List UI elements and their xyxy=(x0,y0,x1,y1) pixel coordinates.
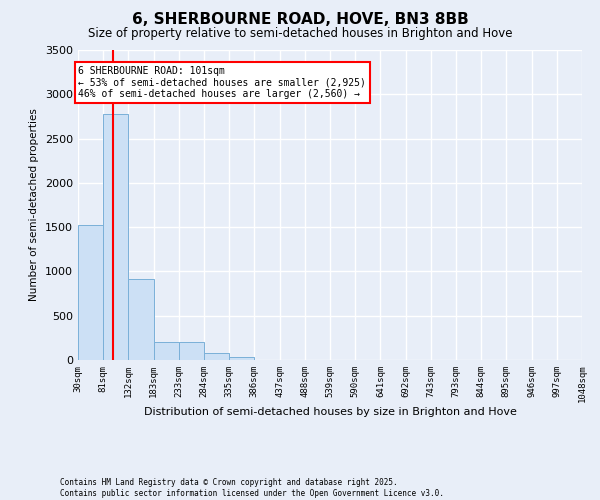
Text: Contains HM Land Registry data © Crown copyright and database right 2025.
Contai: Contains HM Land Registry data © Crown c… xyxy=(60,478,444,498)
Bar xyxy=(154,342,179,360)
Text: 6 SHERBOURNE ROAD: 101sqm
← 53% of semi-detached houses are smaller (2,925)
46% : 6 SHERBOURNE ROAD: 101sqm ← 53% of semi-… xyxy=(79,66,367,99)
Bar xyxy=(78,226,103,360)
Bar xyxy=(103,114,128,360)
Y-axis label: Number of semi-detached properties: Number of semi-detached properties xyxy=(29,108,40,302)
Bar xyxy=(229,358,254,360)
Bar xyxy=(204,353,229,360)
Bar xyxy=(128,280,154,360)
Text: Size of property relative to semi-detached houses in Brighton and Hove: Size of property relative to semi-detach… xyxy=(88,28,512,40)
X-axis label: Distribution of semi-detached houses by size in Brighton and Hove: Distribution of semi-detached houses by … xyxy=(143,406,517,416)
Bar xyxy=(179,342,204,360)
Text: 6, SHERBOURNE ROAD, HOVE, BN3 8BB: 6, SHERBOURNE ROAD, HOVE, BN3 8BB xyxy=(131,12,469,28)
